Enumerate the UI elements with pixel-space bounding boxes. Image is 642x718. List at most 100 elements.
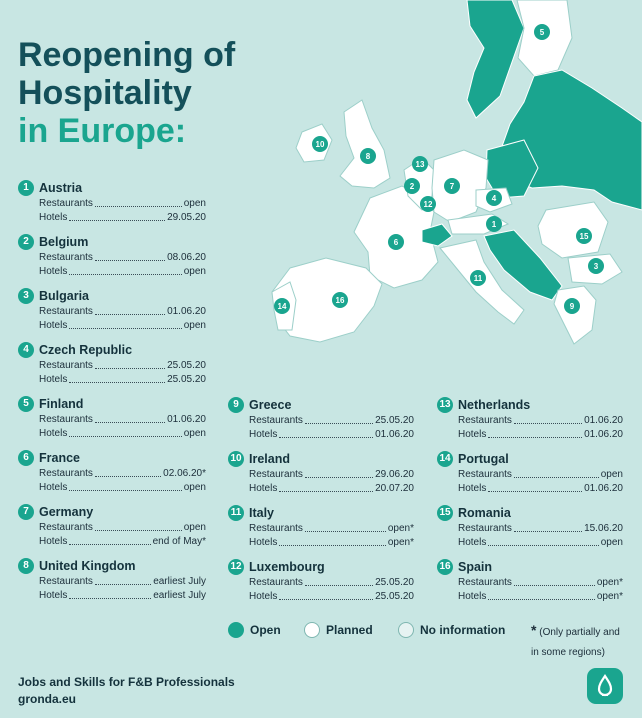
- country-column-1: 1 Austria Restaurants open Hotels 29.05.20…: [18, 180, 206, 612]
- svg-text:2: 2: [410, 182, 415, 191]
- country-entry-czech-republic: 4 Czech Republic Restaurants 25.05.20 Hot…: [18, 342, 206, 396]
- country-entry-greece: 9 Greece Restaurants 25.05.20 Hotels 01.06…: [228, 397, 414, 451]
- hotels-row: Hotels open: [39, 320, 206, 332]
- footnote-line-1: (Only partially and: [539, 627, 620, 638]
- restaurants-value: 01.06.20: [584, 415, 623, 426]
- restaurants-label: Restaurants: [39, 252, 93, 263]
- legend-no-info-label: No information: [420, 623, 506, 637]
- map-marker-14: 14: [274, 298, 290, 314]
- country-name: Italy: [249, 506, 275, 520]
- country-entry-germany: 7 Germany Restaurants open Hotels end of M…: [18, 504, 206, 558]
- restaurants-value: 08.06.20: [167, 252, 206, 263]
- restaurants-row: Restaurants 01.06.20: [458, 415, 623, 427]
- restaurants-row: Restaurants 15.06.20: [458, 523, 623, 535]
- hotels-row: Hotels open*: [458, 591, 623, 603]
- country-number: 10: [228, 451, 244, 467]
- map-marker-16: 16: [332, 292, 348, 308]
- hotels-label: Hotels: [249, 483, 278, 494]
- restaurants-value: open: [183, 198, 206, 209]
- country-entry-united-kingdom: 8 United Kingdom Restaurants earliest Jul…: [18, 558, 206, 612]
- restaurants-row: Restaurants open: [39, 198, 206, 210]
- hotels-row: Hotels open: [39, 482, 206, 494]
- restaurants-row: Restaurants 08.06.20: [39, 252, 206, 264]
- country-entry-belgium: 2 Belgium Restaurants 08.06.20 Hotels open: [18, 234, 206, 288]
- hotels-row: Hotels earliest July: [39, 590, 206, 602]
- map-marker-2: 2: [404, 178, 420, 194]
- map-marker-9: 9: [564, 298, 580, 314]
- restaurants-label: Restaurants: [39, 468, 93, 479]
- map-marker-12: 12: [420, 196, 436, 212]
- country-number: 6: [18, 450, 34, 466]
- country-number: 12: [228, 559, 244, 575]
- restaurants-value: 25.05.20: [167, 360, 206, 371]
- hotels-value: 01.06.20: [584, 429, 623, 440]
- hotels-row: Hotels 25.05.20: [249, 591, 414, 603]
- title-line-3: in Europe:: [18, 112, 187, 150]
- map-marker-5: 5: [534, 24, 550, 40]
- country-entry-netherlands: 13 Netherlands Restaurants 01.06.20 Hotel…: [437, 397, 623, 451]
- svg-text:13: 13: [416, 160, 425, 169]
- legend-open-label: Open: [250, 623, 281, 637]
- restaurants-value: 02.06.20*: [163, 468, 206, 479]
- svg-text:5: 5: [540, 28, 545, 37]
- country-entry-luxembourg: 12 Luxembourg Restaurants 25.05.20 Hotels…: [228, 559, 414, 613]
- hotels-row: Hotels 20.07.20: [249, 483, 414, 495]
- restaurants-label: Restaurants: [249, 577, 303, 588]
- country-name: Portugal: [458, 452, 509, 466]
- restaurants-label: Restaurants: [458, 577, 512, 588]
- svg-text:3: 3: [594, 262, 599, 271]
- open-swatch-icon: [228, 622, 244, 638]
- hotels-value: 25.05.20: [375, 591, 414, 602]
- country-name: Czech Republic: [39, 343, 133, 357]
- country-number: 15: [437, 505, 453, 521]
- country-number: 8: [18, 558, 34, 574]
- footnote-line-2: in some regions): [531, 647, 605, 658]
- map-scandinavia: [466, 0, 525, 119]
- restaurants-row: Restaurants 25.05.20: [249, 577, 414, 589]
- svg-text:9: 9: [570, 302, 575, 311]
- hotels-label: Hotels: [39, 374, 68, 385]
- hotels-value: open: [600, 537, 623, 548]
- restaurants-label: Restaurants: [249, 415, 303, 426]
- footnote-star: *: [531, 622, 537, 638]
- hotels-value: 01.06.20: [375, 429, 414, 440]
- hotels-value: open: [183, 320, 206, 331]
- country-number: 7: [18, 504, 34, 520]
- restaurants-value: 01.06.20: [167, 306, 206, 317]
- restaurants-row: Restaurants open*: [458, 577, 623, 589]
- country-number: 16: [437, 559, 453, 575]
- hotels-row: Hotels open: [458, 537, 623, 549]
- map-east: [499, 69, 642, 211]
- hotels-value: open*: [387, 537, 414, 548]
- country-name: Luxembourg: [249, 560, 325, 574]
- planned-swatch-icon: [304, 622, 320, 638]
- legend-planned-label: Planned: [326, 623, 373, 637]
- footnote: * (Only partially and in some regions): [531, 620, 641, 663]
- country-name: France: [39, 451, 80, 465]
- restaurants-value: 25.05.20: [375, 415, 414, 426]
- map-marker-1: 1: [486, 216, 502, 232]
- map-uk: [339, 99, 391, 189]
- country-name: Netherlands: [458, 398, 531, 412]
- hotels-value: 01.06.20: [584, 483, 623, 494]
- hotels-label: Hotels: [458, 591, 487, 602]
- hotels-value: earliest July: [153, 590, 206, 601]
- country-number: 3: [18, 288, 34, 304]
- map-marker-7: 7: [444, 178, 460, 194]
- svg-text:1: 1: [492, 220, 497, 229]
- svg-text:6: 6: [394, 238, 399, 247]
- restaurants-row: Restaurants open: [39, 522, 206, 534]
- restaurants-label: Restaurants: [39, 414, 93, 425]
- europe-map: 5 10 8 13 2 12 7 4 1 6 15 3 11 16 14 9: [271, 0, 642, 345]
- map-marker-11: 11: [470, 270, 486, 286]
- hotels-row: Hotels 01.06.20: [458, 429, 623, 441]
- country-number: 2: [18, 234, 34, 250]
- svg-text:16: 16: [336, 296, 345, 305]
- country-number: 11: [228, 505, 244, 521]
- country-column-3: 13 Netherlands Restaurants 01.06.20 Hotel…: [437, 397, 623, 613]
- restaurants-value: earliest July: [153, 576, 206, 587]
- map-marker-8: 8: [360, 148, 376, 164]
- restaurants-value: open*: [596, 577, 623, 588]
- hotels-label: Hotels: [39, 482, 68, 493]
- map-balkans: [483, 229, 563, 301]
